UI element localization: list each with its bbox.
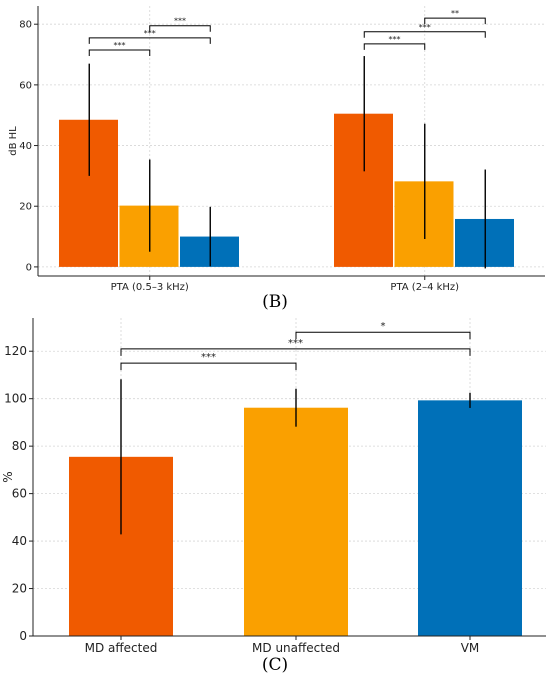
significance-label: *** (174, 17, 186, 26)
y-tick-label: 80 (12, 439, 27, 453)
x-tick-label: PTA (0.5–3 kHz) (111, 282, 189, 293)
significance-bracket (363, 43, 426, 50)
y-tick-label: 0 (19, 629, 27, 643)
y-tick-label: 60 (12, 487, 27, 501)
significance-bracket (88, 49, 151, 56)
significance-bracket (149, 25, 211, 32)
y-tick-label: 100 (4, 392, 27, 406)
bar (418, 400, 522, 636)
bar (394, 181, 454, 267)
y-axis-label: dB HL (8, 126, 19, 156)
significance-bracket (424, 17, 486, 25)
significance-label: *** (114, 41, 126, 50)
panel-label-c: (C) (262, 655, 288, 675)
x-tick-label: MD affected (85, 641, 158, 655)
y-tick-label: 120 (4, 344, 27, 358)
y-axis-label: % (1, 471, 15, 482)
significance-label: * (381, 321, 386, 332)
significance-bracket (120, 348, 471, 356)
y-tick-label: 60 (19, 80, 32, 91)
y-tick-label: 40 (12, 534, 27, 548)
panel-label-b: (B) (262, 292, 288, 312)
y-tick-label: 40 (19, 141, 32, 152)
significance-label: *** (201, 352, 216, 363)
bar (119, 205, 179, 267)
y-tick-label: 20 (12, 582, 27, 596)
x-tick-label: MD unaffected (252, 641, 340, 655)
bar (455, 218, 514, 267)
y-tick-label: 80 (19, 20, 32, 31)
chart-b: 0 20 40 60 80 dB HL PTA (0.5–3 kHz) PTA (2–4 kH… (8, 6, 545, 293)
significance-bracket (363, 31, 486, 38)
significance-bracket (120, 362, 297, 371)
x-tick-label: PTA (2–4 kHz) (390, 282, 459, 293)
x-tick-label: VM (461, 641, 480, 655)
y-tick-label: 20 (19, 202, 32, 213)
significance-label: ** (451, 9, 459, 18)
significance-label: *** (288, 338, 303, 349)
bar (244, 407, 348, 636)
significance-bracket (88, 37, 211, 44)
y-tick-label: 0 (26, 262, 32, 273)
chart-c: 0 20 40 60 80 100 120% MD affected MD unaffected… (1, 318, 546, 655)
bar (334, 113, 393, 267)
significance-bracket (295, 331, 471, 340)
significance-label: *** (419, 23, 431, 32)
bar (180, 236, 239, 267)
significance-label: *** (389, 35, 401, 44)
bar (59, 119, 118, 267)
significance-label: *** (144, 29, 156, 38)
